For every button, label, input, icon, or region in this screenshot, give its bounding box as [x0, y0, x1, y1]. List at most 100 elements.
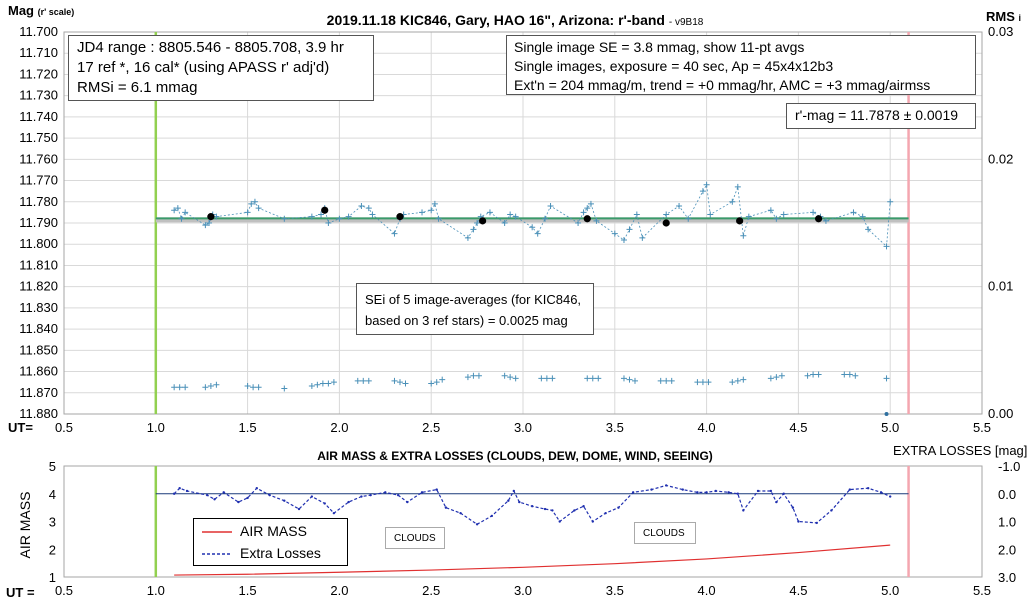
y-tick-label: 11.750 [19, 130, 58, 145]
y-tick-label: 11.840 [19, 321, 58, 336]
extra-losses-point [797, 520, 800, 523]
plot-frame [63, 31, 983, 415]
data-point [391, 377, 398, 384]
y2-tick-label: 0.02 [988, 151, 1013, 166]
data-point [676, 203, 683, 210]
data-point [542, 215, 549, 222]
extra-losses-point [879, 491, 883, 494]
data-point [633, 211, 640, 218]
plot-frame [63, 465, 983, 578]
data-point [255, 205, 262, 212]
extra-losses-point [369, 493, 372, 497]
extra-losses-point [222, 491, 225, 494]
top-x-axis-label: UT= [8, 420, 33, 435]
data-point [325, 220, 332, 226]
x-tick-label: 4.5 [789, 420, 807, 435]
data-point [668, 377, 675, 384]
data-point [780, 211, 787, 218]
data-point [846, 371, 853, 378]
extra-losses-point [246, 496, 249, 500]
data-point [435, 215, 442, 222]
extra-losses-point [631, 491, 635, 494]
data-point [804, 372, 811, 379]
extra-losses-point [665, 484, 668, 487]
clouds-label-2: CLOUDS [634, 522, 696, 544]
data-point [365, 377, 372, 384]
x-tick-label: 3.5 [606, 420, 624, 435]
data-point [729, 379, 736, 386]
extra-losses-point [323, 502, 326, 505]
data-point [734, 183, 741, 190]
data-point [419, 209, 426, 216]
data-point [639, 234, 646, 241]
data-point [360, 377, 367, 384]
data-point [501, 372, 508, 379]
x-tick-label: 5.5 [973, 420, 991, 435]
bottom-x-axis-label: UT = [6, 585, 35, 600]
data-point [707, 211, 714, 218]
data-point [580, 209, 587, 216]
data-point [685, 215, 692, 222]
data-point [841, 371, 848, 378]
data-point [512, 213, 519, 220]
bottom-data-marks [154, 466, 910, 577]
extra-losses-point [551, 509, 554, 512]
top-y-axis-label: Mag (r' scale) [8, 3, 74, 18]
extra-losses-point [518, 500, 521, 504]
data-point [694, 379, 701, 386]
airmass-chart: AIR MASS & EXTRA LOSSES (CLOUDS, DEW, DO… [6, 443, 1027, 600]
x-tick-label: 2.0 [330, 420, 348, 435]
data-point [486, 209, 493, 216]
extra-losses-point [237, 500, 240, 504]
extra-losses-point [714, 489, 717, 493]
y-tick-label: 2 [49, 542, 56, 557]
extra-losses-point [782, 492, 785, 495]
data-point [479, 217, 487, 225]
data-point [428, 207, 435, 214]
data-point [663, 211, 670, 218]
extra-losses-point [178, 487, 181, 490]
data-point [433, 379, 440, 386]
data-point [439, 376, 446, 383]
data-point [778, 372, 785, 379]
data-point [428, 380, 435, 387]
extra-losses-point [512, 489, 516, 493]
data-point [852, 372, 859, 379]
data-point [883, 243, 890, 250]
info-line: Single image SE = 3.8 mmag, show 11-pt a… [514, 39, 805, 55]
extra-losses-point [297, 507, 301, 511]
data-point [176, 384, 183, 391]
sei-line: based on 3 ref stars) = 0.0025 mag [365, 313, 568, 328]
data-point [281, 385, 288, 392]
y-tick-label: 1 [49, 570, 56, 585]
data-point [336, 215, 343, 222]
y-tick-label: 3 [49, 515, 56, 530]
y2-tick-label: 0.03 [988, 24, 1013, 39]
data-point [512, 375, 519, 382]
data-point [534, 230, 541, 237]
data-point [705, 379, 712, 386]
data-point [815, 371, 822, 378]
data-point [325, 380, 332, 387]
extra-losses-point [435, 488, 438, 491]
y-tick-label: 11.860 [19, 364, 58, 379]
data-point [859, 213, 866, 220]
extra-losses-point [185, 489, 189, 493]
data-point [319, 380, 326, 387]
y-tick-label: 11.810 [19, 257, 58, 272]
extra-losses-point [172, 492, 176, 495]
data-point [626, 376, 633, 383]
legend-swatches [202, 531, 232, 555]
data-point [501, 220, 508, 226]
data-point [251, 198, 258, 205]
y-tick-label: 11.830 [19, 300, 58, 315]
data-point [734, 377, 741, 384]
data-point [587, 200, 594, 207]
info-box-left: JD4 range : 8805.546 - 8805.708, 3.9 hr … [68, 35, 374, 101]
bottom-y-axis-label: AIR MASS [17, 492, 33, 559]
extra-losses-point [396, 493, 400, 497]
x-tick-label: 3.0 [514, 583, 532, 598]
data-point [178, 215, 185, 222]
y-tick-label: 11.800 [19, 236, 58, 251]
data-point [464, 374, 471, 381]
